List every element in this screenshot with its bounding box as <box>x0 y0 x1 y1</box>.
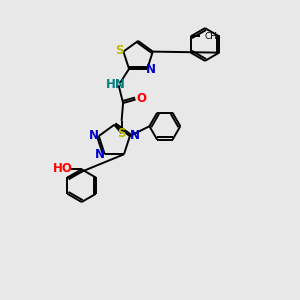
Text: N: N <box>95 148 105 161</box>
Text: HN: HN <box>106 78 126 91</box>
Text: S: S <box>115 44 124 57</box>
Text: O: O <box>136 92 146 105</box>
Text: N: N <box>89 129 99 142</box>
Text: N: N <box>130 129 140 142</box>
Text: CH₃: CH₃ <box>205 32 221 41</box>
Text: S: S <box>117 127 126 140</box>
Text: HO: HO <box>52 162 72 175</box>
Text: N: N <box>146 63 156 76</box>
